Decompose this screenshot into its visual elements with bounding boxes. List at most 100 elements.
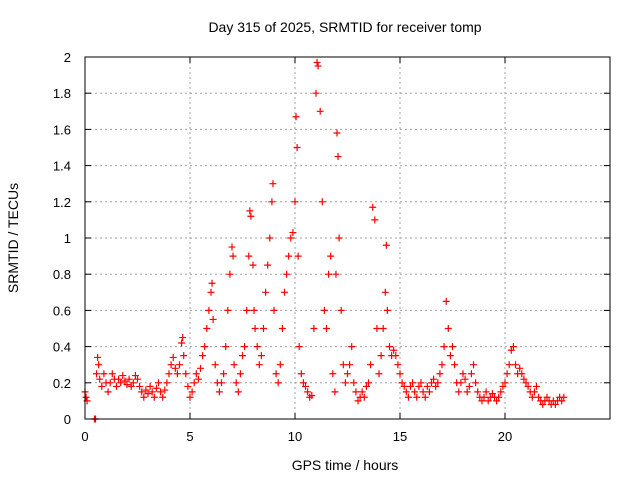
data-point — [313, 58, 321, 66]
x-tick-label: 5 — [186, 429, 193, 444]
grid — [85, 57, 610, 419]
data-point — [463, 388, 471, 396]
data-point — [320, 306, 328, 314]
y-tick-label: 0.2 — [53, 376, 71, 391]
chart-title: Day 315 of 2025, SRMTID for receiver tom… — [208, 19, 481, 35]
data-point — [318, 198, 326, 206]
data-point — [331, 388, 339, 396]
data-point — [334, 153, 342, 161]
data-point — [339, 361, 347, 369]
data-point — [247, 212, 255, 220]
data-point — [220, 370, 228, 378]
data-point — [94, 353, 102, 361]
data-point — [438, 361, 446, 369]
data-point — [184, 382, 192, 390]
data-point — [129, 379, 137, 387]
y-tick-label: 1.2 — [53, 195, 71, 210]
x-axis-title: GPS time / hours — [292, 457, 399, 473]
y-tick-label: 0.8 — [53, 267, 71, 282]
data-point — [199, 352, 207, 360]
data-point — [472, 379, 480, 387]
data-point — [304, 388, 312, 396]
data-point — [249, 261, 257, 269]
data-point — [509, 343, 517, 351]
data-point — [232, 379, 240, 387]
data-point — [194, 375, 202, 383]
data-point — [396, 370, 404, 378]
data-point — [350, 379, 358, 387]
data-point — [505, 361, 513, 369]
data-point — [93, 370, 101, 378]
data-point — [229, 252, 237, 260]
data-point — [314, 62, 322, 70]
data-point — [269, 180, 277, 188]
data-point — [560, 393, 568, 401]
data-point — [518, 370, 526, 378]
data-point — [236, 370, 244, 378]
data-point — [501, 379, 509, 387]
data-point — [362, 382, 370, 390]
data-point — [461, 375, 469, 383]
data-point — [246, 207, 254, 215]
data-point — [449, 343, 456, 351]
data-point — [276, 361, 284, 369]
data-point — [146, 382, 154, 390]
data-point — [369, 203, 377, 211]
data-point — [157, 388, 165, 396]
data-point — [155, 379, 162, 387]
data-point — [98, 382, 106, 390]
data-point — [171, 364, 179, 372]
data-point — [113, 382, 120, 390]
data-point — [436, 370, 444, 378]
data-point — [327, 252, 335, 260]
data-point — [205, 306, 213, 314]
y-tick-label: 0.6 — [53, 303, 71, 318]
data-point — [182, 370, 190, 378]
data-point — [425, 388, 433, 396]
data-point — [138, 388, 146, 396]
data-point — [287, 234, 295, 242]
data-point — [159, 393, 167, 401]
data-point — [432, 382, 440, 390]
data-point — [470, 361, 477, 369]
data-point — [543, 393, 551, 401]
y-tick-label: 1.6 — [53, 122, 71, 137]
data-point — [484, 397, 492, 405]
data-point — [335, 234, 343, 242]
data-point — [207, 288, 215, 296]
data-point — [440, 343, 448, 351]
data-point — [188, 388, 196, 396]
data-point — [295, 343, 303, 351]
data-point — [293, 144, 301, 151]
data-point — [131, 372, 139, 380]
data-point — [197, 364, 204, 372]
data-point — [268, 198, 276, 206]
data-point — [308, 391, 316, 399]
data-point — [344, 370, 351, 378]
data-point — [346, 361, 354, 369]
data-point — [106, 379, 114, 387]
data-point — [524, 382, 532, 390]
data-point — [520, 375, 528, 383]
data-point — [274, 379, 282, 387]
data-point — [179, 334, 187, 342]
data-point — [332, 270, 340, 278]
data-point — [264, 261, 272, 269]
data-point — [234, 388, 242, 396]
data-point — [407, 382, 414, 390]
data-point — [178, 339, 186, 347]
data-point — [379, 325, 387, 332]
data-point — [411, 388, 419, 396]
data-point — [375, 370, 383, 378]
data-points — [81, 58, 568, 423]
data-point — [136, 382, 144, 390]
x-tick-label: 0 — [81, 429, 88, 444]
data-point — [272, 370, 280, 378]
data-point — [266, 234, 274, 242]
data-point — [222, 343, 230, 351]
data-point — [115, 375, 123, 383]
data-point — [451, 361, 459, 369]
data-point — [190, 379, 198, 387]
data-point — [528, 393, 536, 401]
data-point — [215, 388, 223, 396]
